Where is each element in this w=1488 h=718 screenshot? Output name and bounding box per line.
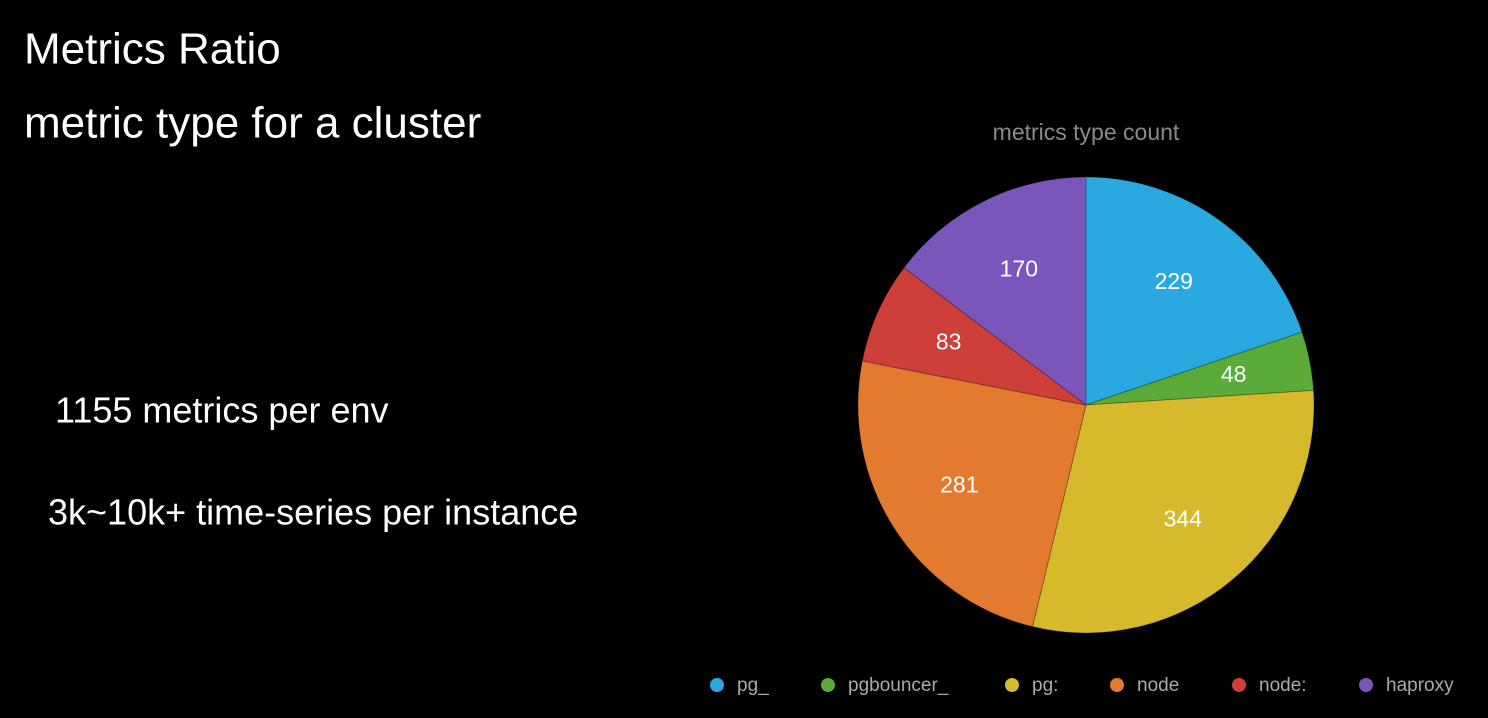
- value-label: 83: [936, 329, 962, 355]
- slide-title: Metrics Ratio: [24, 25, 281, 74]
- legend-marker: [1359, 678, 1373, 692]
- slide-note: 3k~10k+ time-series per instance: [48, 492, 578, 533]
- value-label: 281: [940, 471, 978, 497]
- slide-note: 1155 metrics per env: [55, 390, 389, 431]
- legend-label: node: [1137, 675, 1179, 696]
- pie-slice: [1085, 176, 1303, 406]
- value-label: 344: [1164, 505, 1203, 531]
- chart-title: metrics type count: [993, 119, 1180, 145]
- pie-slice: [857, 360, 1087, 628]
- legend-label: pg_: [737, 675, 769, 696]
- value-label: 48: [1221, 361, 1247, 387]
- value-label: 170: [1000, 255, 1038, 281]
- pie: 229 48 344 281 83 170: [857, 176, 1315, 634]
- pie-slice: [1031, 389, 1315, 634]
- legend-marker: [710, 678, 724, 692]
- legend-marker: [821, 678, 835, 692]
- pie-slice: [903, 176, 1087, 407]
- slide-subtitle: metric type for a cluster: [24, 99, 481, 148]
- legend-label: node:: [1259, 675, 1307, 696]
- legend-marker: [1232, 678, 1246, 692]
- legend-label: pgbouncer_: [848, 675, 949, 696]
- legend-label: haproxy: [1386, 675, 1454, 696]
- legend-marker: [1005, 678, 1019, 692]
- legend: pg_ pgbouncer_ pg: node node: haproxy: [710, 675, 1454, 696]
- pie-slice: [1085, 331, 1315, 406]
- legend-label: pg:: [1032, 675, 1058, 696]
- pie-slice: [861, 267, 1087, 406]
- value-label: 229: [1155, 268, 1193, 294]
- legend-marker: [1110, 678, 1124, 692]
